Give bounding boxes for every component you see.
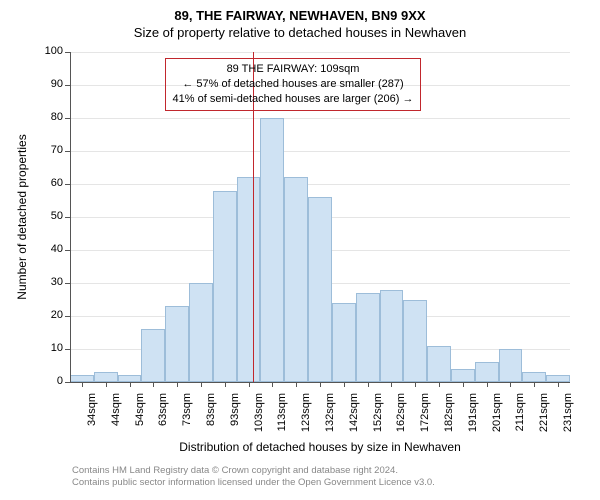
y-tick-label: 0 [35, 375, 63, 387]
x-tick-label: 221sqm [538, 393, 550, 443]
x-tick-label: 103sqm [253, 393, 265, 443]
histogram-bar [403, 300, 427, 383]
histogram-bar [165, 306, 189, 382]
y-tick-label: 90 [35, 78, 63, 90]
x-tick-label: 152sqm [372, 393, 384, 443]
x-tick-label: 44sqm [110, 393, 122, 443]
x-tick-label: 142sqm [348, 393, 360, 443]
annotation-box: 89 THE FAIRWAY: 109sqm← 57% of detached … [165, 58, 421, 111]
x-tick-label: 54sqm [134, 393, 146, 443]
x-tick-label: 34sqm [86, 393, 98, 443]
y-tick-label: 30 [35, 276, 63, 288]
histogram-bar [380, 290, 404, 382]
histogram-bar [499, 349, 523, 382]
x-tick-label: 191sqm [467, 393, 479, 443]
attribution-line1: Contains HM Land Registry data © Crown c… [72, 465, 435, 477]
x-tick-label: 93sqm [229, 393, 241, 443]
histogram-bar [427, 346, 451, 382]
histogram-bar [141, 329, 165, 382]
chart-title-sub: Size of property relative to detached ho… [0, 23, 600, 40]
histogram-bar [546, 375, 570, 382]
attribution: Contains HM Land Registry data © Crown c… [72, 465, 435, 490]
histogram-bar [475, 362, 499, 382]
chart-container: 89, THE FAIRWAY, NEWHAVEN, BN9 9XX Size … [0, 0, 600, 500]
histogram-bar [94, 372, 118, 382]
x-tick-label: 182sqm [443, 393, 455, 443]
x-tick-label: 83sqm [205, 393, 217, 443]
y-tick-label: 100 [35, 45, 63, 57]
histogram-bar [213, 191, 237, 382]
histogram-bar [308, 197, 332, 382]
x-tick-label: 123sqm [300, 393, 312, 443]
y-tick-label: 70 [35, 144, 63, 156]
gridline [70, 118, 570, 119]
y-tick-label: 50 [35, 210, 63, 222]
x-tick-label: 231sqm [562, 393, 574, 443]
histogram-bar [118, 375, 142, 382]
attribution-line2: Contains public sector information licen… [72, 477, 435, 489]
chart-title-main: 89, THE FAIRWAY, NEWHAVEN, BN9 9XX [0, 0, 600, 23]
histogram-bar [260, 118, 284, 382]
x-tick-label: 113sqm [276, 393, 288, 443]
y-axis-label: Number of detached properties [15, 117, 29, 317]
x-tick-label: 63sqm [157, 393, 169, 443]
histogram-bar [70, 375, 94, 382]
gridline [70, 184, 570, 185]
y-tick-label: 60 [35, 177, 63, 189]
annotation-line: ← 57% of detached houses are smaller (28… [172, 77, 414, 92]
x-tick-label: 132sqm [324, 393, 336, 443]
x-axis-label: Distribution of detached houses by size … [70, 440, 570, 454]
x-tick-label: 201sqm [491, 393, 503, 443]
x-tick-label: 172sqm [419, 393, 431, 443]
histogram-bar [451, 369, 475, 382]
y-tick-label: 40 [35, 243, 63, 255]
annotation-line: 41% of semi-detached houses are larger (… [172, 92, 414, 107]
histogram-bar [189, 283, 213, 382]
histogram-bar [356, 293, 380, 382]
y-tick-label: 10 [35, 342, 63, 354]
annotation-line: 89 THE FAIRWAY: 109sqm [172, 62, 414, 77]
x-tick-label: 162sqm [395, 393, 407, 443]
x-axis-line [70, 382, 570, 383]
y-tick-label: 80 [35, 111, 63, 123]
x-tick-label: 73sqm [181, 393, 193, 443]
y-axis-line [70, 52, 71, 382]
histogram-bar [237, 177, 261, 382]
gridline [70, 151, 570, 152]
y-tick-label: 20 [35, 309, 63, 321]
gridline [70, 52, 570, 53]
x-tick-label: 211sqm [514, 393, 526, 443]
histogram-bar [284, 177, 308, 382]
histogram-bar [522, 372, 546, 382]
histogram-bar [332, 303, 356, 382]
